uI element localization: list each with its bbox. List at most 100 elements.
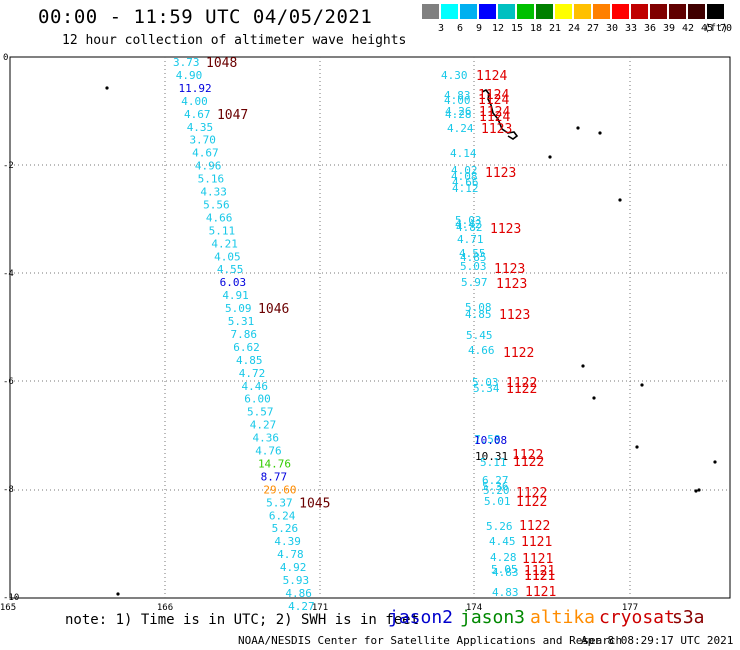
wave-height-label: 4.78 xyxy=(277,548,304,561)
legend-label: 27 xyxy=(586,23,600,34)
legend-label: 33 xyxy=(624,23,638,34)
x-axis-label: 177 xyxy=(622,603,638,613)
time-label: 1121 xyxy=(524,569,555,584)
time-label: 1046 xyxy=(258,302,289,317)
wave-height-label: 5.37 xyxy=(266,496,293,509)
wave-height-label: 4.36 xyxy=(252,432,279,445)
wave-height-label: 4.27 xyxy=(250,419,277,432)
wave-height-label: 4.35 xyxy=(187,121,214,134)
x-axis-label: 166 xyxy=(157,603,173,613)
wave-height-label: 4.85 xyxy=(460,251,487,264)
time-label: 1124 xyxy=(478,93,509,108)
time-label: 1122 xyxy=(503,346,534,361)
legend-label: 39 xyxy=(662,23,676,34)
legend-swatch xyxy=(612,4,629,19)
wave-height-label: 5.57 xyxy=(247,406,273,419)
wave-height-label: 3.73 xyxy=(173,56,200,69)
legend-label: 6 xyxy=(456,23,464,34)
time-label: 1124 xyxy=(479,110,510,125)
wave-height-label: 4.46 xyxy=(242,380,269,393)
wave-height-label: 4.42 xyxy=(455,218,482,231)
wave-height-label: 5.09 xyxy=(225,302,252,315)
wave-height-label: 5.03 xyxy=(472,376,499,389)
wave-height-label: 4.85 xyxy=(465,308,492,321)
wave-height-label: 4.91 xyxy=(222,289,249,302)
legend-label: 3 xyxy=(437,23,445,34)
wave-height-label: 4.83 xyxy=(492,566,519,579)
legend-label: 18 xyxy=(529,23,543,34)
wave-height-label: 4.12 xyxy=(452,182,479,195)
legend-swatch xyxy=(441,4,458,19)
time-label: 1122 xyxy=(513,455,544,470)
y-axis-label: -4 xyxy=(3,269,14,279)
legend-label: 42 xyxy=(681,23,695,34)
wave-height-label: 5.36 xyxy=(482,480,509,493)
legend-unit: (ft) xyxy=(704,23,729,34)
island-marker xyxy=(713,460,717,464)
wave-height-label: 14.76 xyxy=(258,457,291,470)
wave-height-label: 5.05 xyxy=(491,563,518,576)
legend-label: 12 xyxy=(491,23,505,34)
wave-height-label: 4.83 xyxy=(492,586,519,599)
island-marker xyxy=(581,364,585,368)
time-label: 1123 xyxy=(490,222,521,237)
time-label: 1123 xyxy=(485,166,516,181)
wave-height-label: 4.96 xyxy=(195,160,222,173)
wave-height-label: 5.97 xyxy=(461,276,488,289)
footer-note: note: 1) Time is in UTC; 2) SWH is in fe… xyxy=(65,612,420,628)
wave-height-label: 5.01 xyxy=(484,495,511,508)
wave-height-label: 4.55 xyxy=(217,263,244,276)
time-label: 1123 xyxy=(494,262,525,277)
wave-height-label: 4.66 xyxy=(468,344,495,357)
time-label: 1123 xyxy=(481,122,512,137)
wave-height-label: 4.39 xyxy=(274,535,301,548)
wave-height-label: 5.20 xyxy=(483,484,510,497)
wave-height-label: 4.67 xyxy=(184,108,211,121)
wave-height-label: 4.66 xyxy=(452,176,479,189)
time-label: 1124 xyxy=(478,88,509,103)
legend-swatch xyxy=(631,4,648,19)
wave-height-label: 6.00 xyxy=(244,393,270,406)
wave-height-label: 4.92 xyxy=(280,561,307,574)
legend-label: 36 xyxy=(643,23,657,34)
wave-height-label: 8.77 xyxy=(261,470,288,483)
x-axis-label: 174 xyxy=(466,603,482,613)
island-marker xyxy=(598,131,602,135)
credit-line: NOAA/NESDIS Center for Satellite Applica… xyxy=(238,634,623,647)
time-label: 1048 xyxy=(206,56,237,71)
wave-height-label: 10.31 xyxy=(475,450,508,463)
wave-height-label: 4.28 xyxy=(445,108,472,121)
time-label: 1122 xyxy=(506,382,537,397)
time-label: 1121 xyxy=(521,535,552,550)
wave-height-label: 5.11 xyxy=(209,224,236,237)
island-marker xyxy=(618,198,622,202)
wave-height-label: 4.45 xyxy=(489,535,516,548)
time-label: 1122 xyxy=(516,495,547,510)
time-label: 1124 xyxy=(479,105,510,120)
wave-height-label: 4.00 xyxy=(444,94,471,107)
legend-swatch xyxy=(555,4,572,19)
wave-height-label: 4.14 xyxy=(450,147,477,160)
wave-height-label: 6.24 xyxy=(269,509,296,522)
wave-height-label: 5.34 xyxy=(473,382,500,395)
y-axis-label: -8 xyxy=(3,485,14,495)
map-frame xyxy=(9,56,731,599)
wave-height-label: 4.30 xyxy=(441,69,468,82)
y-axis-label: -10 xyxy=(3,593,19,603)
wave-height-label: 4.28 xyxy=(490,551,517,564)
wave-height-label: 4.72 xyxy=(239,367,266,380)
atoll-outline xyxy=(481,88,519,140)
legend-swatch xyxy=(498,4,515,19)
wave-height-label: 4.27 xyxy=(288,600,315,613)
legend-swatch xyxy=(688,4,705,19)
y-axis-label: -2 xyxy=(3,161,14,171)
legend-swatch xyxy=(650,4,667,19)
wave-height-label: 10.08 xyxy=(474,434,507,447)
wave-height-label: 4.24 xyxy=(447,122,474,135)
wave-height-label: 6.03 xyxy=(220,276,247,289)
island-marker xyxy=(105,86,109,90)
wave-height-label: 4.02 xyxy=(451,164,478,177)
map-subtitle: 12 hour collection of altimeter wave hei… xyxy=(62,33,407,48)
legend-label: 15 xyxy=(510,23,524,34)
